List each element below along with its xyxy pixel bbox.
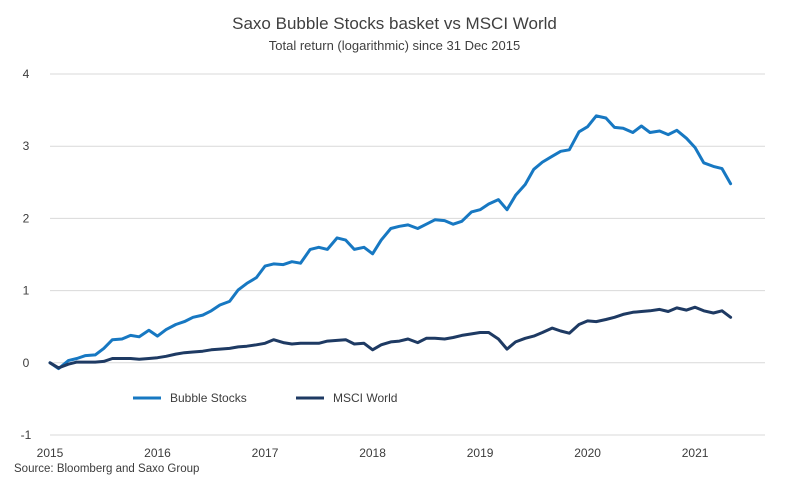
x-tick-label: 2015 bbox=[37, 446, 64, 460]
x-tick-label: 2018 bbox=[359, 446, 386, 460]
x-tick-label: 2016 bbox=[144, 446, 171, 460]
y-axis-ticks: -1 0 1 2 3 4 bbox=[21, 67, 32, 442]
y-tick-label: -1 bbox=[21, 428, 32, 442]
y-tick-label: 3 bbox=[23, 139, 30, 153]
x-tick-label: 2021 bbox=[682, 446, 709, 460]
grid-lines bbox=[50, 73, 765, 436]
y-tick-label: 0 bbox=[23, 356, 30, 370]
x-tick-label: 2017 bbox=[252, 446, 279, 460]
legend: Bubble Stocks MSCI World bbox=[133, 391, 397, 405]
x-tick-label: 2020 bbox=[574, 446, 601, 460]
chart-title: Saxo Bubble Stocks basket vs MSCI World bbox=[232, 14, 557, 33]
legend-label: Bubble Stocks bbox=[170, 391, 247, 405]
legend-item-msci-world: MSCI World bbox=[296, 391, 397, 405]
legend-item-bubble-stocks: Bubble Stocks bbox=[133, 391, 247, 405]
x-tick-label: 2019 bbox=[467, 446, 494, 460]
source-note: Source: Bloomberg and Saxo Group bbox=[14, 463, 200, 475]
x-axis-ticks: 2015 2016 2017 2018 2019 2020 2021 bbox=[37, 446, 709, 460]
legend-label: MSCI World bbox=[333, 391, 397, 405]
y-tick-label: 2 bbox=[23, 211, 30, 225]
chart-subtitle: Total return (logarithmic) since 31 Dec … bbox=[268, 38, 521, 53]
y-tick-label: 1 bbox=[23, 284, 30, 298]
series-lines bbox=[48, 114, 733, 371]
y-tick-label: 4 bbox=[23, 67, 30, 81]
series-line-bubble-stocks bbox=[48, 114, 733, 371]
series-line-msci-world bbox=[48, 305, 733, 370]
